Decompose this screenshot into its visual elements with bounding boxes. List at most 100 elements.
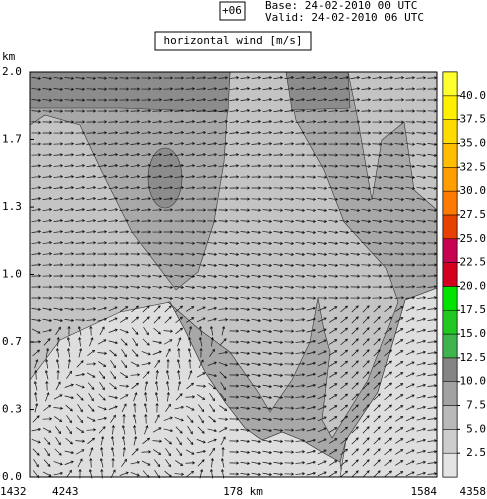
wind-arrow: [42, 219, 53, 223]
wind-arrow: [198, 359, 204, 369]
wind-arrow: [328, 120, 339, 124]
wind-arrow: [306, 296, 317, 300]
wind-arrow: [133, 424, 137, 435]
wind-arrow: [328, 76, 339, 80]
wind-arrow: [42, 87, 53, 91]
wind-arrow: [362, 415, 370, 423]
wind-arrow: [361, 263, 372, 267]
wind-arrow: [405, 219, 416, 223]
wind-arrow: [176, 358, 181, 369]
wind-arrow: [53, 252, 64, 256]
wind-arrow: [207, 87, 218, 91]
wind-arrow: [284, 450, 295, 454]
wind-arrow: [284, 340, 295, 344]
box: [219, 1, 246, 21]
wind-arrow: [262, 472, 273, 477]
wind-arrow: [251, 131, 262, 135]
wind-arrow: [383, 219, 394, 223]
wind-arrow: [207, 131, 218, 135]
wind-arrow: [174, 197, 185, 201]
wind-arrow: [77, 404, 83, 413]
wind-arrow: [351, 448, 359, 456]
wind-arrow: [66, 336, 71, 347]
wind-arrow: [218, 109, 229, 113]
wind-arrow: [394, 186, 405, 190]
wind-arrow: [34, 359, 39, 369]
wind-arrow: [427, 131, 438, 135]
wind-arrow: [89, 325, 93, 336]
wind-arrow: [198, 325, 203, 336]
wind-arrow: [427, 241, 438, 245]
wind-arrow: [273, 263, 284, 267]
wind-arrow: [75, 285, 86, 289]
wind-arrow: [152, 98, 163, 102]
wind-arrow: [133, 435, 138, 446]
wind-arrow: [384, 404, 392, 412]
wind-arrow: [317, 383, 327, 389]
wind-arrow: [361, 252, 372, 256]
wind-arrow: [240, 285, 251, 289]
wind-arrow: [174, 296, 185, 300]
wind-arrow: [395, 449, 404, 455]
wind-arrow: [64, 120, 75, 124]
wind-arrow: [284, 164, 295, 168]
wind-arrow: [208, 382, 216, 390]
wind-arrow: [131, 448, 139, 456]
wind-arrow: [372, 109, 383, 113]
wind-arrow: [328, 131, 339, 135]
wind-arrow: [328, 98, 339, 102]
wind-arrow: [185, 296, 196, 300]
wind-arrow: [218, 120, 229, 124]
wind-arrow: [185, 98, 196, 102]
wind-arrow: [251, 340, 262, 345]
wind-arrow: [64, 296, 75, 300]
wind-arrow: [86, 186, 97, 190]
wind-arrow: [132, 338, 138, 347]
wind-arrow: [229, 208, 240, 212]
wind-arrow: [317, 361, 327, 367]
wind-arrow: [152, 186, 163, 190]
wind-arrow: [143, 402, 148, 413]
wind-arrow: [97, 131, 108, 135]
wind-arrow: [427, 362, 438, 366]
wind-arrow: [262, 142, 273, 146]
wind-arrow: [251, 120, 262, 124]
wind-arrow: [75, 197, 86, 201]
wind-arrow: [196, 449, 207, 454]
wind-arrow: [273, 384, 284, 388]
wind-arrow: [240, 230, 251, 234]
wind-arrow: [251, 307, 262, 312]
wind-arrow: [185, 449, 195, 455]
wind-arrow: [361, 274, 372, 278]
wind-arrow: [42, 197, 53, 201]
wind-arrow: [394, 164, 405, 168]
wind-arrow: [152, 197, 163, 201]
wind-arrow: [229, 274, 240, 278]
wind-arrow: [405, 427, 415, 433]
wind-arrow: [416, 372, 426, 377]
wind-arrow: [163, 142, 174, 146]
wind-arrow: [329, 328, 338, 334]
wind-arrow: [86, 219, 97, 223]
wind-arrow: [75, 263, 86, 267]
wind-arrow: [394, 296, 405, 300]
wind-arrow: [262, 87, 273, 91]
wind-arrow: [383, 186, 394, 190]
wind-arrow: [306, 372, 317, 377]
wind-arrow: [329, 306, 338, 312]
wind-arrow: [174, 274, 185, 278]
wind-arrow: [75, 208, 86, 212]
wind-arrow: [186, 415, 194, 423]
wind-arrow: [361, 109, 372, 113]
wind-arrow: [395, 339, 404, 345]
wind-arrow: [99, 382, 105, 391]
wind-arrow: [108, 131, 119, 135]
wind-arrow: [351, 349, 359, 357]
wind-arrow: [53, 98, 64, 102]
wind-arrow: [405, 383, 415, 389]
wind-arrow: [427, 329, 438, 333]
wind-arrow: [142, 316, 150, 324]
wind-arrow: [31, 175, 42, 179]
wind-arrow: [427, 87, 438, 91]
wind-arrow: [240, 450, 251, 454]
